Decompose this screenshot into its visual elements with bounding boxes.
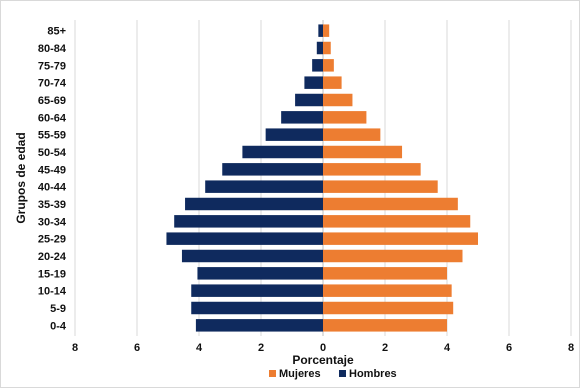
y-tick-label: 50-54 [38, 147, 67, 159]
bar-mujeres-0-4 [323, 319, 447, 332]
bar-mujeres-15-19 [323, 267, 447, 280]
y-tick-labels: 0-4 5-9 10-14 15-19 20-24 25-29 30-34 35-39 40-4… [38, 26, 67, 333]
x-axis-title: Porcentaje [292, 353, 354, 367]
x-tick-label: 6 [134, 342, 140, 354]
bar-hombres-55-59 [265, 128, 323, 141]
bar-mujeres-10-14 [323, 284, 452, 297]
x-tick-label: 8 [72, 342, 78, 354]
y-tick-label: 80-84 [38, 43, 67, 55]
bar-mujeres-25-29 [323, 232, 478, 245]
bar-mujeres-85+ [323, 24, 330, 37]
gridlines [74, 20, 572, 336]
bar-mujeres-35-39 [323, 197, 458, 211]
bar-hombres-65-69 [295, 93, 323, 107]
x-tick-label: 8 [568, 342, 574, 354]
bar-hombres-35-39 [185, 197, 323, 211]
bar-mujeres-75-79 [323, 59, 334, 72]
y-tick-label: 45-49 [38, 164, 66, 176]
bar-mujeres-80-84 [323, 41, 331, 55]
bar-mujeres-5-9 [323, 301, 454, 315]
bar-mujeres-20-24 [323, 249, 463, 263]
x-tick-label: 2 [258, 342, 264, 354]
x-tick-label: 4 [444, 342, 451, 354]
bar-hombres-50-54 [242, 145, 323, 159]
y-tick-label: 40-44 [38, 182, 67, 194]
y-tick-label: 10-14 [38, 286, 67, 298]
bar-mujeres-50-54 [323, 145, 403, 159]
bar-mujeres-30-34 [323, 215, 471, 228]
bar-hombres-5-9 [191, 301, 323, 315]
bar-hombres-25-29 [166, 232, 323, 245]
y-tick-label: 35-39 [38, 199, 66, 211]
y-tick-label: 15-19 [38, 268, 66, 280]
x-tick-label: 2 [382, 342, 388, 354]
y-tick-label: 25-29 [38, 234, 66, 246]
bar-hombres-40-44 [205, 180, 323, 193]
bar-hombres-0-4 [195, 319, 323, 332]
x-tick-label: 0 [320, 342, 326, 354]
y-tick-label: 55-59 [38, 130, 66, 142]
x-tick-label: 6 [506, 342, 512, 354]
legend-label-mujeres: Mujeres [279, 368, 321, 380]
bar-hombres-10-14 [191, 284, 323, 297]
y-tick-label: 30-34 [38, 216, 67, 228]
bar-hombres-30-34 [174, 215, 323, 228]
bar-mujeres-70-74 [323, 76, 342, 89]
y-tick-label: 70-74 [38, 78, 67, 90]
y-tick-label: 60-64 [38, 112, 67, 124]
x-tick-label: 4 [196, 342, 203, 354]
bar-hombres-15-19 [197, 267, 323, 280]
bar-hombres-20-24 [181, 249, 323, 263]
y-tick-label: 75-79 [38, 60, 66, 72]
y-tick-label: 85+ [47, 26, 66, 38]
bar-mujeres-60-64 [323, 111, 367, 124]
bar-hombres-70-74 [304, 76, 323, 89]
bars [166, 24, 478, 332]
bar-mujeres-55-59 [323, 128, 381, 141]
bar-mujeres-45-49 [323, 163, 421, 176]
bar-hombres-80-84 [316, 41, 323, 55]
bar-mujeres-65-69 [323, 93, 353, 107]
y-axis-title: Grupos de edad [14, 132, 28, 223]
bar-hombres-85+ [318, 24, 323, 37]
y-tick-label: 20-24 [38, 251, 67, 263]
bar-hombres-75-79 [312, 59, 323, 72]
bar-mujeres-40-44 [323, 180, 438, 193]
bar-hombres-60-64 [281, 111, 323, 124]
y-tick-label: 0-4 [50, 320, 67, 332]
legend-swatch-hombres [339, 370, 346, 377]
y-tick-label: 65-69 [38, 95, 66, 107]
bar-hombres-45-49 [222, 163, 323, 176]
legend-label-hombres: Hombres [349, 368, 397, 380]
x-tick-labels: 8 6 4 2 0 2 4 6 8 [72, 342, 574, 354]
legend: Mujeres Hombres [269, 368, 397, 380]
y-tick-label: 5-9 [50, 303, 66, 315]
legend-swatch-mujeres [269, 370, 276, 377]
